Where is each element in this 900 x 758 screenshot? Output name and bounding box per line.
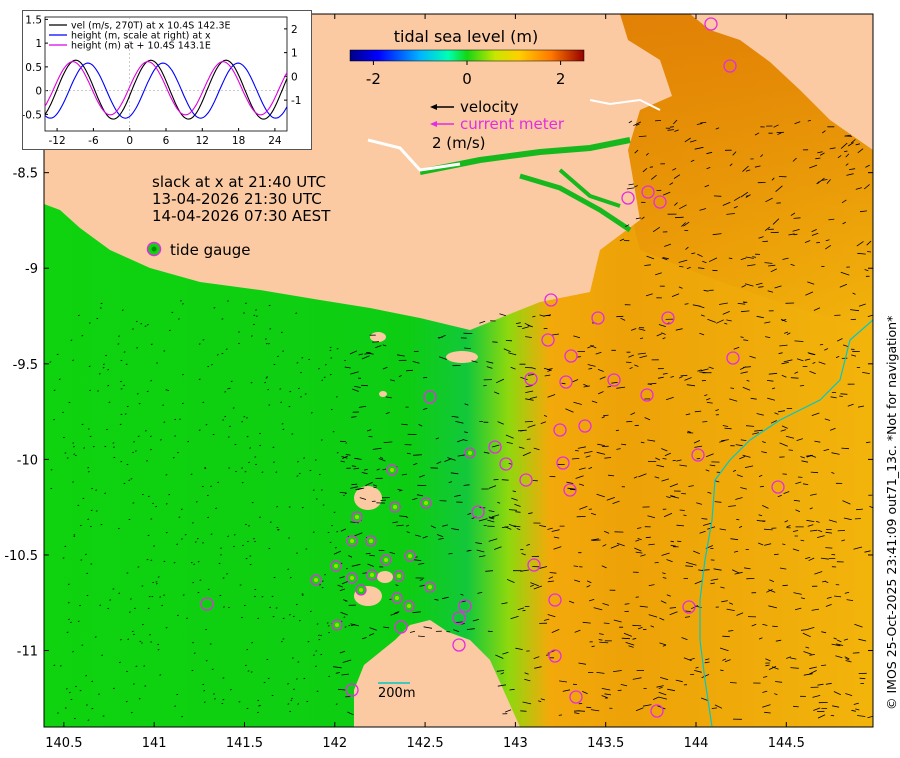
inset-left-tick: 0.5 (25, 62, 42, 74)
plot-frame (43, 13, 874, 728)
inset-series-line (44, 59, 288, 120)
inset-legend-entry: height (m, scale at right) at x (71, 31, 211, 42)
inset-x-tick: 6 (163, 135, 170, 147)
inset-series-line (44, 62, 288, 119)
lat-tick-label: -8.5 (13, 167, 38, 182)
inset-left-tick: -0.5 (23, 109, 42, 121)
lon-tick-label: 143 (503, 736, 528, 751)
colorbar-ticks: -2 0 2 (366, 61, 565, 88)
lat-tick-label: -11 (17, 645, 38, 660)
lon-tick-label: 143.5 (587, 736, 624, 751)
land-papua-east (690, 14, 873, 150)
slack-time: slack at x at 21:40 UTC (152, 173, 326, 191)
current-meter-legend: current meter (430, 115, 565, 133)
scale-bar-label: 200m (378, 686, 415, 701)
island (379, 391, 387, 397)
island (370, 332, 386, 342)
inset-series-line (44, 61, 288, 116)
tide-timeseries-chart: 1.5 1 0.5 0 -0.5 2 1 0 -1 -12 -6 0 6 12 18 24 vel (m/s, … (22, 14, 302, 147)
lon-tick-label: 140.5 (45, 736, 82, 751)
colorbar (349, 49, 585, 62)
colorbar-tick-label: 0 (462, 70, 472, 88)
velocity-legend: velocity (430, 98, 519, 116)
fly-river-delta (519, 173, 632, 233)
inset-legend-entry: vel (m/s, 270T) at x 10.4S 142.3E (71, 21, 231, 32)
inset-right-tick: 2 (291, 24, 298, 36)
inset-right-tick: 0 (291, 71, 298, 83)
lon-tick-label: 142 (322, 736, 347, 751)
island (446, 351, 478, 363)
tide-gauge-markers (310, 447, 476, 631)
lon-tick-label: 141 (142, 736, 167, 751)
inset-x-tick: 24 (268, 135, 282, 147)
lon-tick-label: 144.5 (768, 736, 805, 751)
current-meter-label: current meter (460, 115, 565, 133)
inset-left-tick: 1.5 (25, 14, 42, 26)
lon-tick-label: 141.5 (226, 736, 263, 751)
colorbar-tick-label: 2 (556, 70, 566, 88)
lat-tick-label: -9.5 (13, 358, 38, 373)
inset-x-tick: -6 (88, 135, 99, 147)
inset-legend-entry: height (m) at + 10.4S 143.1E (71, 41, 211, 52)
inset-right-tick: -1 (291, 95, 301, 107)
velocity-scale-label: 2 (m/s) (432, 134, 486, 152)
river-channel (367, 138, 461, 172)
isobath-line (699, 319, 873, 727)
utc-time: 13-04-2026 21:30 UTC (152, 190, 322, 208)
inset-left-tick: 0 (35, 86, 42, 98)
river-channel (589, 98, 661, 111)
lat-tick-label: -10 (17, 453, 38, 468)
inset-x-tick: 12 (196, 135, 209, 147)
lon-tick-label: 142.5 (406, 736, 443, 751)
tide-gauge-legend: tide gauge (146, 241, 251, 259)
longitude-axis: 140.5 141 141.5 142 142.5 143 143.5 144 144.5 (45, 14, 805, 751)
tide-timeseries-inset: 1.5 1 0.5 0 -0.5 2 1 0 -1 -12 -6 0 6 12 18 24 vel (m/s, … (22, 10, 312, 150)
aest-time: 14-04-2026 07:30 AEST (152, 207, 331, 225)
inset-x-tick: -12 (49, 135, 66, 147)
velocity-label: velocity (460, 98, 519, 116)
current-meter-markers (200, 17, 785, 718)
copyright-notice: © IMOS 25-Oct-2025 23:41:09 out71_13c. *… (884, 315, 899, 710)
scale-bar: 200m (378, 682, 415, 701)
inset-left-tick: 1 (35, 38, 42, 50)
land-cape-york (354, 620, 520, 727)
colorbar-title: tidal sea level (m) (394, 27, 538, 46)
inset-x-tick: 0 (126, 135, 133, 147)
inset-x-tick: 18 (232, 135, 245, 147)
island (377, 571, 393, 583)
lat-tick-label: -9 (25, 262, 38, 277)
colorbar-tick-label: -2 (366, 70, 381, 88)
latitude-axis: -8.5 -9 -9.5 -10 -10.5 -11 (4, 167, 873, 660)
lon-tick-label: 144 (684, 736, 709, 751)
tide-gauge-label: tide gauge (170, 241, 251, 259)
velocity-vectors (49, 119, 873, 721)
island (354, 486, 382, 510)
inset-right-tick: 1 (291, 48, 298, 60)
fly-river-delta (558, 168, 621, 208)
lat-tick-label: -10.5 (4, 549, 38, 564)
